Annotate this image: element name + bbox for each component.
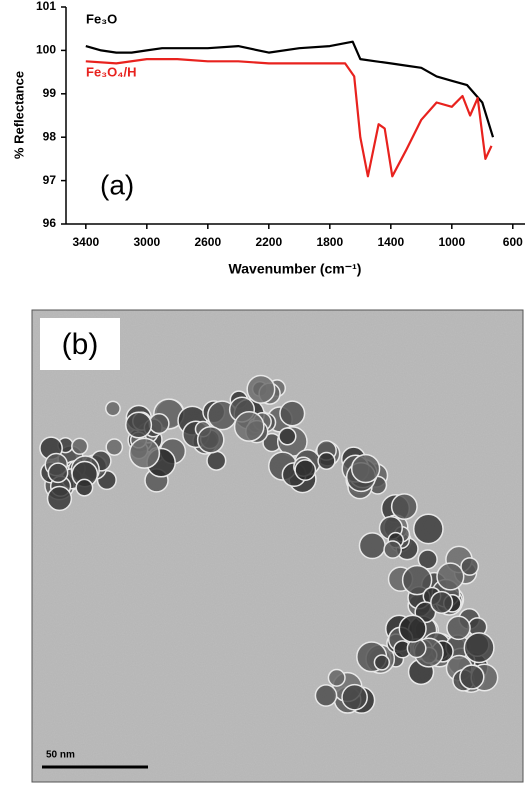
particle [459, 664, 485, 690]
particle [125, 411, 153, 439]
particle [294, 459, 317, 481]
particle [412, 513, 444, 545]
particle [233, 411, 265, 442]
x-axis-label: Wavenumber (cm⁻¹) [229, 261, 362, 277]
y-tick-label: 96 [43, 216, 57, 230]
tem-image [32, 310, 523, 782]
panel-label: (a) [100, 169, 134, 200]
x-tick-label: 3000 [133, 235, 160, 249]
particle [390, 493, 418, 521]
particle [446, 615, 471, 641]
series-line [85, 58, 493, 178]
particle [128, 437, 161, 469]
particle [358, 532, 386, 560]
x-tick-label: 1800 [316, 235, 343, 249]
x-tick-label: 600 [503, 235, 523, 249]
series-line [85, 40, 495, 138]
particle [148, 413, 170, 435]
particle [341, 683, 368, 711]
particle [430, 590, 454, 614]
particle [317, 451, 336, 471]
y-axis-label: % Reflectance [11, 71, 26, 159]
particle [398, 614, 427, 643]
panel-label: (b) [62, 328, 99, 361]
y-tick-label: 99 [43, 86, 57, 100]
particle [278, 427, 297, 446]
particle [279, 400, 306, 427]
particle [373, 654, 391, 671]
scale-bar-label: 50 nm [46, 750, 75, 761]
x-tick-label: 3400 [72, 235, 99, 249]
particle [75, 478, 94, 497]
x-tick-label: 2600 [194, 235, 221, 249]
legend-label: Fe₃O [86, 11, 117, 26]
y-tick-label: 98 [43, 129, 57, 143]
particle [401, 564, 433, 596]
y-tick-label: 100 [36, 43, 56, 57]
particle [246, 374, 276, 404]
x-tick-label: 2200 [255, 235, 282, 249]
image-frame [31, 309, 524, 783]
particle [460, 557, 480, 576]
particle [206, 450, 227, 471]
particle [436, 562, 465, 591]
particle [105, 438, 124, 456]
particle [314, 684, 338, 707]
particle [417, 549, 438, 570]
x-tick-label: 1000 [438, 235, 465, 249]
label-box [40, 318, 120, 370]
particle [350, 453, 381, 484]
particle [47, 462, 69, 484]
particle [463, 632, 495, 664]
legend-label: Fe₃O₄/H [86, 64, 137, 79]
particle [71, 437, 89, 455]
x-tick-label: 1400 [377, 235, 404, 249]
y-tick-label: 97 [43, 173, 57, 187]
y-tick-label: 101 [36, 0, 56, 13]
particle [327, 668, 346, 687]
particle [46, 485, 73, 512]
particle [105, 400, 121, 417]
particle [383, 540, 403, 559]
particle [196, 425, 225, 454]
